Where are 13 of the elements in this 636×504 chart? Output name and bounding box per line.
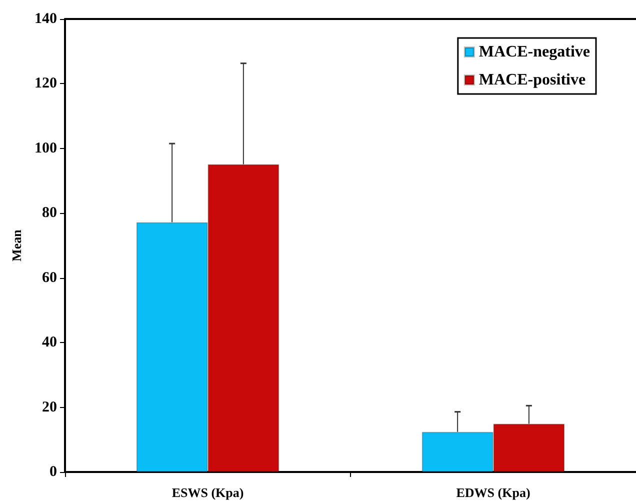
y-tick-label: 20 [42, 399, 57, 416]
y-axis-title: Mean [9, 228, 24, 262]
y-tick-label: 100 [34, 140, 57, 156]
y-tick-label: 0 [50, 464, 57, 480]
y-tick-label: 80 [42, 205, 57, 222]
x-tick-label: ESWS (Kpa) [172, 485, 244, 500]
x-tick-label: EDWS (Kpa) [456, 485, 530, 500]
legend-label: MACE-positive [478, 72, 586, 88]
y-tick-label: 120 [34, 76, 57, 92]
y-tick-label: 40 [42, 334, 57, 351]
legend-label: MACE-negative [478, 44, 590, 60]
y-tick-label: 140 [34, 11, 57, 27]
y-tick-label: 60 [42, 270, 57, 286]
